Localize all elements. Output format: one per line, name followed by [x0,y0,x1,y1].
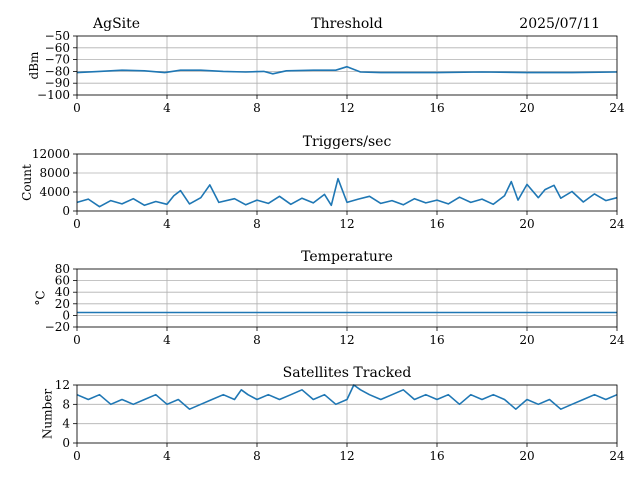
date-label: 2025/07/11 [519,16,600,32]
data-series [76,65,618,75]
x-tick-label: 4 [163,101,171,115]
y-tick-label: 12000 [32,147,70,161]
x-tick-label: 8 [253,333,261,347]
x-tick-label: 4 [163,217,171,231]
y-tick-label: 40 [55,285,70,299]
x-tick-label: 24 [609,449,625,463]
x-tick-label: 12 [339,101,354,115]
x-tick-label: 16 [429,217,444,231]
y-tick-label: −100 [37,88,70,102]
chart-title: Satellites Tracked [283,365,412,381]
x-tick-label: 4 [163,449,171,463]
site-label: AgSite [92,16,140,32]
y-axis-label: °C [34,290,48,305]
x-tick-label: 24 [609,101,625,115]
chart-title: Triggers/sec [303,134,392,150]
x-tick-label: 12 [339,449,354,463]
x-tick-label: 12 [339,217,354,231]
x-tick-label: 8 [253,217,261,231]
chart-title: Temperature [301,249,393,265]
y-tick-label: 8 [62,397,70,411]
x-tick-label: 24 [609,217,625,231]
y-axis-label: Count [20,164,34,201]
y-tick-label: 20 [55,297,70,311]
y-tick-label: −90 [45,76,70,90]
y-tick-label: 0 [62,204,70,218]
chart-panel: 0 4 8 12 16 20 24 0 4 8 12 Satellites Tracked Number [40,365,625,463]
x-tick-label: 8 [253,101,261,115]
y-tick-label: −80 [45,64,70,78]
y-tick-label: 12 [55,378,70,392]
y-tick-label: 8000 [39,166,70,180]
x-tick-label: 16 [429,101,444,115]
x-tick-label: 0 [73,217,81,231]
x-tick-label: 16 [429,333,444,347]
y-tick-label: 4000 [39,185,70,199]
x-tick-label: 0 [73,333,81,347]
x-tick-label: 20 [519,217,534,231]
y-axis-label: dBm [27,51,41,79]
x-tick-label: 24 [609,333,625,347]
x-tick-label: 16 [429,449,444,463]
x-tick-label: 0 [73,449,81,463]
x-tick-label: 20 [519,449,534,463]
x-tick-label: 12 [339,333,354,347]
y-tick-label: 4 [62,417,70,431]
y-tick-label: −70 [45,53,70,67]
y-tick-label: −60 [45,41,70,55]
y-tick-label: −20 [45,320,70,334]
chart-panel: 0 4 8 12 16 20 24 −100−90−80−70−60−50 Threshold d… [27,16,625,115]
chart-title: Threshold [311,16,382,32]
y-tick-label: 0 [62,308,70,322]
data-series [76,177,618,208]
x-tick-label: 8 [253,449,261,463]
x-tick-label: 0 [73,101,81,115]
y-tick-label: 80 [55,262,70,276]
y-axis-label: Number [40,389,54,439]
y-tick-label: −50 [45,29,70,43]
chart-panels: 0 4 8 12 16 20 24 −100−90−80−70−60−50 Threshold d… [20,16,625,463]
chart-panel: 0 4 8 12 16 20 24 0 4000 8000 12000 Triggers/sec Cou… [20,134,625,231]
y-tick-label: 60 [55,274,70,288]
data-series [76,384,618,411]
x-tick-label: 4 [163,333,171,347]
x-tick-label: 20 [519,333,534,347]
y-tick-label: 0 [62,436,70,450]
x-tick-label: 20 [519,101,534,115]
